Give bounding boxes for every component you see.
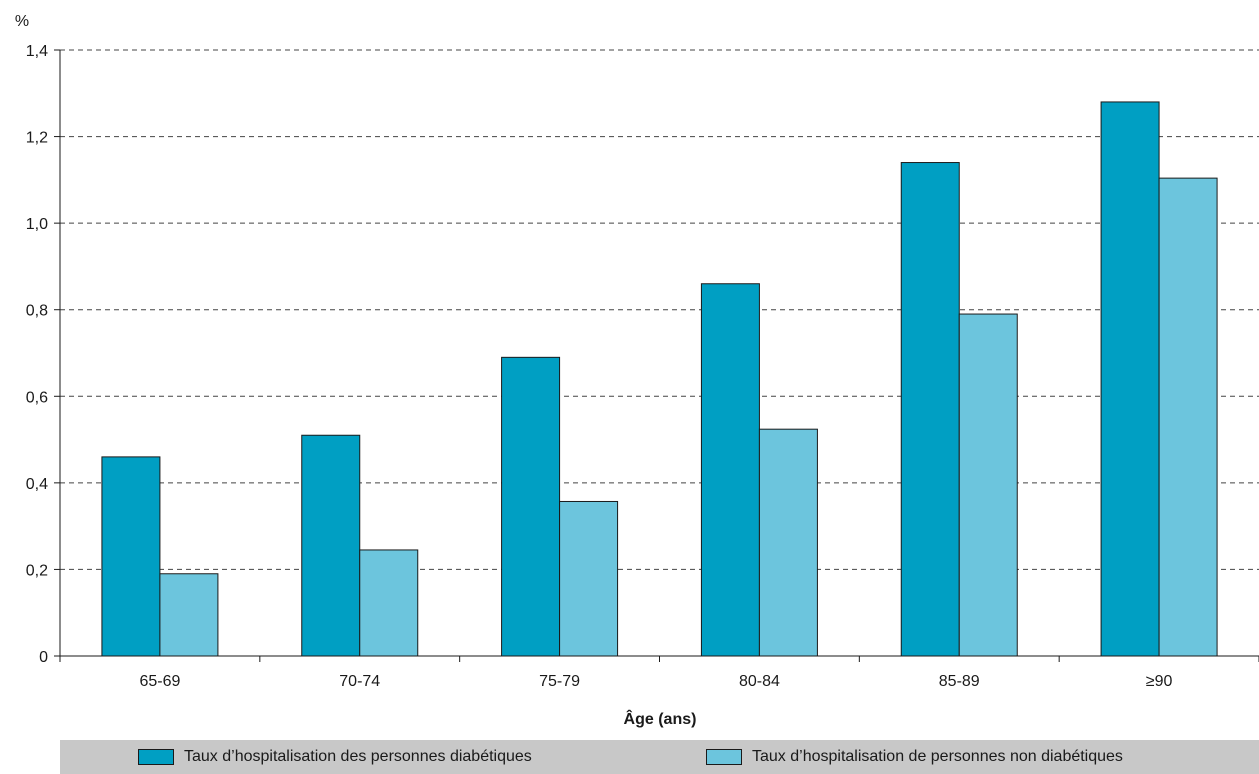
bar-non-diabetic-5 [1158, 177, 1218, 657]
y-tick-label: 0,2 [26, 562, 48, 579]
x-axis-title: Âge (ans) [624, 709, 697, 728]
y-tick-label: 0,6 [26, 389, 48, 406]
y-tick-label: 0 [39, 649, 48, 666]
legend-label-non-diabetic: Taux d’hospitalisation de personnes non … [752, 748, 1123, 765]
bar-diabetic-0 [101, 456, 161, 657]
axes [59, 50, 1259, 657]
x-tick-label: 80-84 [739, 673, 780, 690]
y-axis-unit-label: % [15, 13, 29, 30]
y-tick-label: 0,8 [26, 303, 48, 320]
bar-chart: % 0 0,2 0,4 0,6 0,8 1,0 1,2 1,4 65-69 70-74 75-79… [15, 13, 1259, 728]
legend-item-non-diabetic: Taux d’hospitalisation de personnes non … [706, 740, 1123, 774]
bar-diabetic-5 [1100, 101, 1160, 657]
gridlines [60, 49, 1259, 570]
y-tick-label: 0,4 [26, 476, 48, 493]
bar-diabetic-4 [900, 162, 960, 657]
y-tick-label: 1,2 [26, 130, 48, 147]
legend-label-diabetic: Taux d’hospitalisation des personnes dia… [184, 748, 532, 765]
bars [101, 101, 1218, 657]
legend-swatch-non-diabetic [706, 749, 742, 765]
bar-non-diabetic-3 [758, 428, 818, 657]
x-tick-label: ≥90 [1146, 673, 1173, 690]
bar-non-diabetic-1 [359, 549, 419, 657]
bar-diabetic-1 [301, 434, 361, 657]
y-tick-label: 1,4 [26, 43, 48, 60]
bar-non-diabetic-4 [958, 313, 1018, 657]
bar-non-diabetic-0 [159, 573, 219, 657]
bar-diabetic-2 [501, 356, 561, 657]
x-tick-label: 70-74 [339, 673, 380, 690]
legend: Taux d’hospitalisation des personnes dia… [60, 740, 1259, 774]
x-tick-label: 85-89 [939, 673, 980, 690]
bar-diabetic-3 [700, 283, 760, 657]
y-axis-ticks: 0 0,2 0,4 0,6 0,8 1,0 1,2 1,4 [26, 43, 60, 666]
legend-item-diabetic: Taux d’hospitalisation des personnes dia… [138, 740, 532, 774]
x-tick-label: 65-69 [139, 673, 180, 690]
legend-swatch-diabetic [138, 749, 174, 765]
x-tick-label: 75-79 [539, 673, 580, 690]
x-axis-ticks: 65-69 70-74 75-79 80-84 85-89 ≥90 [59, 656, 1259, 690]
bar-non-diabetic-2 [559, 500, 619, 657]
y-tick-label: 1,0 [26, 216, 48, 233]
